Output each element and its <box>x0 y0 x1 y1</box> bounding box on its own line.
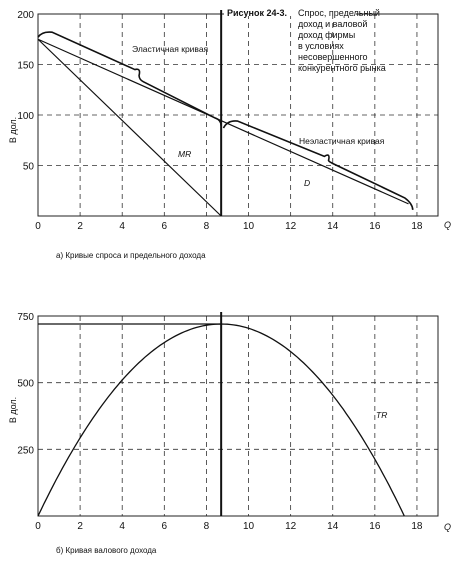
figure-caption-line: конкурентного рынка <box>298 63 386 73</box>
x-tick-label: 2 <box>77 221 83 232</box>
y-tick-label: 250 <box>17 445 34 456</box>
plot-frame <box>37 315 439 517</box>
elastic-curve-label: Эластичная кривая <box>132 44 209 54</box>
mr-curve-line <box>37 38 222 217</box>
tr-curve-line <box>37 323 405 517</box>
x-tick-label: 0 <box>35 221 41 232</box>
d-curve-label: D <box>304 178 310 188</box>
x-tick-label: 4 <box>119 221 125 232</box>
y-tick-label: 200 <box>17 10 34 21</box>
y-tick-label: 100 <box>17 111 34 122</box>
demand-curve-line <box>37 38 409 205</box>
inelastic-curve-bracket <box>222 120 414 210</box>
figure-caption-line: несовершенного <box>298 52 368 62</box>
chart-a-caption: а) Кривые спроса и предельного дохода <box>56 251 206 260</box>
y-tick-label: 150 <box>17 61 34 72</box>
figure-title-backdrop <box>224 8 356 16</box>
x-tick-label: 6 <box>162 221 168 232</box>
x-tick-label: 16 <box>369 221 381 232</box>
tr-curve-label: TR <box>376 410 387 420</box>
x-tick-label: 2 <box>77 521 83 532</box>
chart-b-axes <box>37 312 439 517</box>
chart-a-x-tick-labels: 0 2 4 6 8 10 12 14 16 18 <box>35 221 423 232</box>
x-tick-label: 18 <box>411 221 423 232</box>
chart-a-y-tick-labels: 50 100 150 200 <box>17 10 34 173</box>
y-tick-label: 500 <box>17 379 34 390</box>
chart-a-x-axis-label: Q <box>444 220 451 230</box>
inelastic-curve-label: Неэластичная кривая <box>299 136 385 146</box>
chart-b-x-axis-label: Q <box>444 522 451 532</box>
y-tick-label: 50 <box>23 162 35 173</box>
x-tick-label: 4 <box>119 521 125 532</box>
figure-caption-line: Спрос, предельный <box>298 8 380 18</box>
chart-b-y-tick-labels: 250 500 750 <box>17 312 34 456</box>
chart-b-caption: б) Кривая валового дохода <box>56 546 157 555</box>
y-tick-label: 750 <box>17 312 34 323</box>
mr-curve-label: MR <box>178 149 191 159</box>
elastic-curve-bracket <box>37 31 222 127</box>
x-tick-label: 0 <box>35 521 41 532</box>
chart-a-y-axis-label: В дол. <box>8 117 18 143</box>
chart-a-series <box>37 31 414 217</box>
x-tick-label: 6 <box>162 521 168 532</box>
x-tick-label: 16 <box>369 521 381 532</box>
x-tick-label: 8 <box>204 521 210 532</box>
x-tick-label: 18 <box>411 521 423 532</box>
x-tick-label: 8 <box>204 221 210 232</box>
x-tick-label: 10 <box>243 521 255 532</box>
x-tick-label: 14 <box>327 221 339 232</box>
x-tick-label: 12 <box>285 521 297 532</box>
x-tick-label: 12 <box>285 221 297 232</box>
x-tick-label: 14 <box>327 521 339 532</box>
chart-b-y-axis-label: В дол. <box>8 397 18 423</box>
figure-caption-line: доход фирмы <box>298 30 355 40</box>
figure-label: Рисунок 24-3. <box>227 8 287 18</box>
chart-b-series <box>37 323 405 517</box>
chart-a-grid <box>38 14 438 216</box>
figure-caption-line: доход и валовой <box>298 19 367 29</box>
figure-caption-line: в условиях <box>298 41 344 51</box>
chart-b-grid <box>38 316 438 516</box>
chart-a: 0 2 4 6 8 10 12 14 16 18 50 100 150 200 В дол. Q Эла… <box>8 10 451 260</box>
chart-b: 0 2 4 6 8 10 12 14 16 18 250 500 750 В дол. Q TR б)… <box>8 312 451 555</box>
chart-b-x-tick-labels: 0 2 4 6 8 10 12 14 16 18 <box>35 521 423 532</box>
x-tick-label: 10 <box>243 221 255 232</box>
